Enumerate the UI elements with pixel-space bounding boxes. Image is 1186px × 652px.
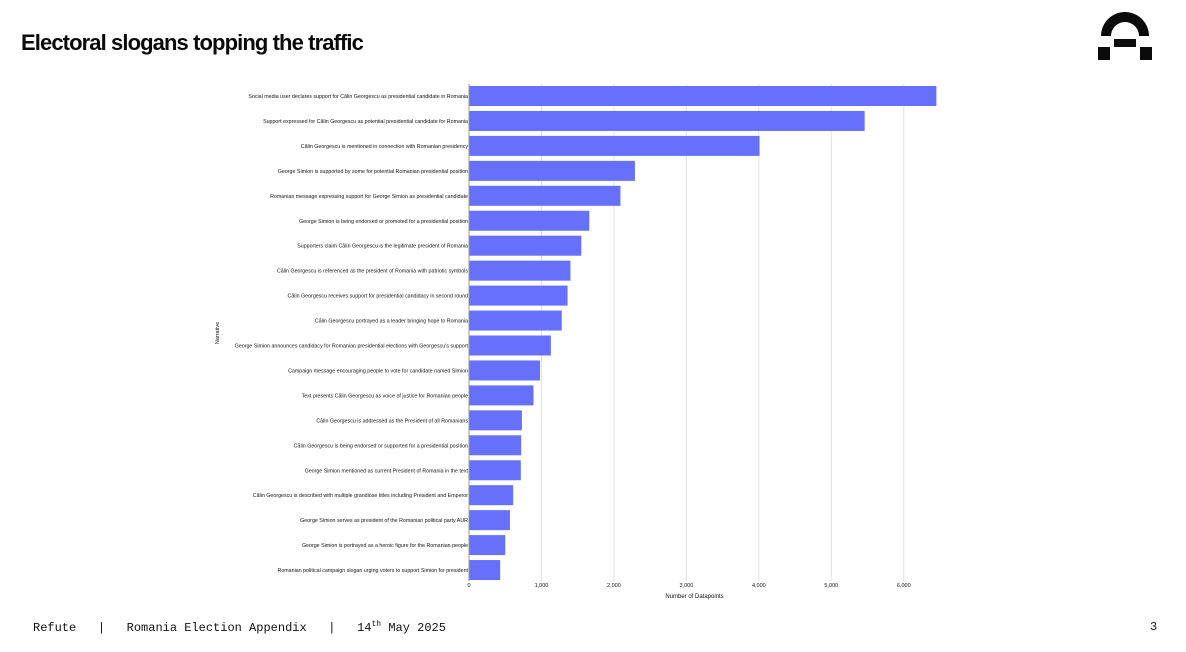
y-tick-label: Călin Georgescu receives support for pre…	[288, 294, 469, 300]
page-title: Electoral slogans topping the traffic	[21, 30, 364, 55]
bar	[469, 235, 582, 256]
y-tick-label: Călin Georgescu is being endorsed or sup…	[294, 443, 468, 449]
bar	[469, 460, 521, 481]
y-tick-label: Supporters claim Călin Georgescu is the …	[297, 244, 468, 250]
y-tick-label: Text presents Călin Georgescu as voice o…	[302, 393, 468, 399]
footer: Refute | Romania Election Appendix | 14t…	[33, 620, 446, 635]
bar	[469, 310, 562, 331]
x-tick-label: 6,000	[897, 583, 911, 589]
footer-separator: |	[328, 621, 336, 635]
y-tick-label: Romanian political campaign slogan urgin…	[278, 568, 469, 574]
bar	[469, 135, 760, 156]
footer-brand: Refute	[33, 621, 77, 635]
bar	[469, 285, 568, 306]
y-tick-label: Social media user declares support for C…	[248, 94, 468, 100]
y-tick-label: George Simion is portrayed as a heroic f…	[302, 543, 468, 549]
bar	[469, 510, 510, 531]
footer-separator: |	[97, 621, 106, 635]
bar	[469, 185, 621, 206]
bar	[469, 210, 590, 231]
bar	[469, 160, 635, 181]
y-tick-label: George Simion is being endorsed or promo…	[299, 219, 468, 225]
bar	[469, 260, 571, 281]
x-tick-label: 3,000	[680, 583, 694, 589]
bar	[469, 560, 501, 581]
y-tick-label: Călin Georgescu is mentioned in connecti…	[301, 144, 469, 150]
bar	[469, 485, 514, 506]
footer-date-suffix: th	[371, 620, 382, 629]
y-tick-label: Călin Georgescu is described with multip…	[253, 493, 468, 499]
y-tick-label: George Simion announces candidacy for Ro…	[235, 344, 469, 350]
bar	[469, 535, 506, 556]
y-tick-label: George Simion mentioned as current Presi…	[305, 468, 469, 474]
y-tick-label: George Simion is supported by some for p…	[278, 169, 468, 175]
bar	[469, 86, 937, 106]
bar	[469, 435, 522, 456]
x-tick-label: 0	[467, 583, 470, 589]
y-axis-title: Narrative	[215, 322, 221, 344]
page-number: 3	[1150, 620, 1158, 634]
x-tick-label: 1,000	[535, 583, 549, 589]
refute-logo-icon	[1098, 12, 1152, 60]
y-tick-label: Support expressed for Călin Georgescu as…	[263, 119, 468, 125]
bar	[469, 385, 534, 406]
bar	[469, 410, 522, 431]
footer-date-rest: May 2025	[388, 621, 446, 635]
x-tick-label: 4,000	[752, 583, 766, 589]
bar-chart: Social media user declares support for C…	[215, 84, 937, 600]
bar	[469, 110, 865, 131]
x-tick-label: 2,000	[607, 583, 621, 589]
x-tick-label: 5,000	[824, 583, 838, 589]
y-tick-label: Călin Georgescu is addressed as the Pres…	[316, 418, 468, 424]
y-tick-label: George Simion serves as president of the…	[300, 518, 468, 524]
y-tick-label: Romanian message expressing support for …	[270, 194, 468, 200]
x-axis-title: Number of Datapoints	[665, 594, 723, 600]
y-tick-label: Campaign message encouraging people to v…	[288, 368, 468, 374]
footer-document: Romania Election Appendix	[126, 621, 307, 635]
bar	[469, 335, 551, 356]
bar	[469, 360, 541, 381]
footer-date-day: 14	[357, 621, 372, 635]
y-tick-label: Călin Georgescu portrayed as a leader br…	[315, 319, 468, 325]
y-tick-label: Călin Georgescu is referenced as the pre…	[277, 269, 468, 275]
